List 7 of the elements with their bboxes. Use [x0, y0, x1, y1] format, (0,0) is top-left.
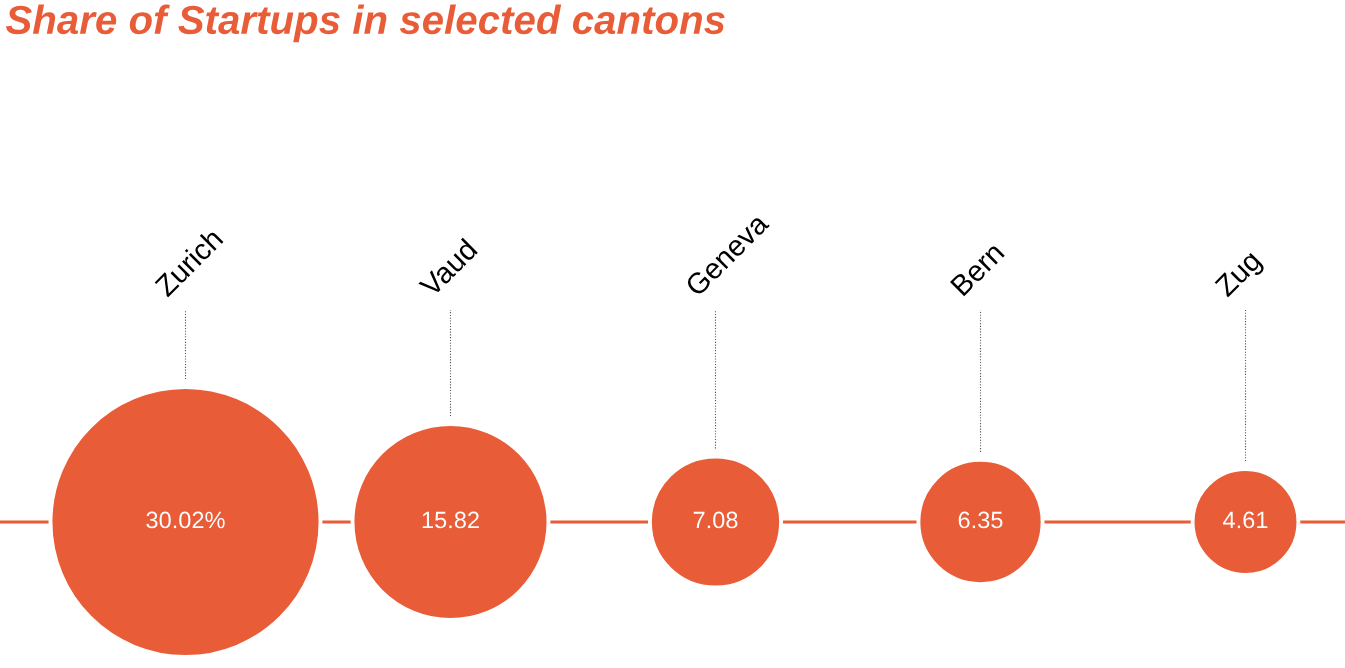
data-label: 15.82 [422, 511, 479, 529]
category-label: Zug [1213, 249, 1266, 302]
data-label: 7.08 [693, 511, 738, 529]
data-label: 4.61 [1223, 511, 1268, 529]
text: Share of Startups in selected cantons [5, 4, 725, 43]
data-label: 6.35 [958, 511, 1003, 529]
data-label: 30.02% [146, 511, 225, 529]
